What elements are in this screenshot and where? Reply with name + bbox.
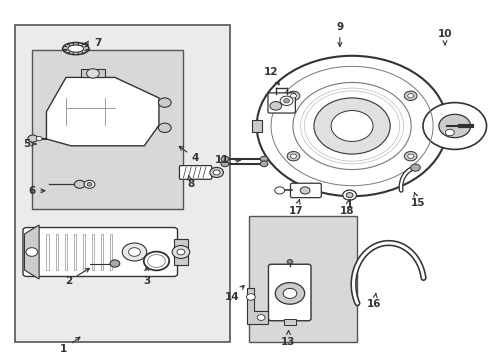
Circle shape bbox=[346, 193, 352, 198]
FancyBboxPatch shape bbox=[268, 264, 310, 321]
Circle shape bbox=[330, 111, 372, 141]
Circle shape bbox=[286, 260, 292, 264]
Circle shape bbox=[422, 103, 486, 149]
Circle shape bbox=[407, 94, 413, 98]
Circle shape bbox=[438, 114, 469, 138]
Circle shape bbox=[86, 69, 99, 78]
FancyBboxPatch shape bbox=[290, 183, 321, 198]
Polygon shape bbox=[24, 225, 39, 279]
Circle shape bbox=[290, 154, 296, 158]
Bar bbox=[101, 234, 103, 270]
Circle shape bbox=[257, 315, 264, 320]
Text: 17: 17 bbox=[288, 200, 303, 216]
Ellipse shape bbox=[62, 42, 89, 55]
Circle shape bbox=[221, 156, 228, 162]
FancyBboxPatch shape bbox=[23, 228, 177, 276]
Circle shape bbox=[286, 152, 299, 161]
Text: 4: 4 bbox=[179, 147, 199, 163]
FancyBboxPatch shape bbox=[179, 166, 211, 179]
Circle shape bbox=[342, 190, 356, 200]
Circle shape bbox=[283, 99, 289, 103]
Circle shape bbox=[74, 180, 85, 188]
Circle shape bbox=[300, 187, 309, 194]
Circle shape bbox=[404, 91, 416, 100]
Circle shape bbox=[26, 248, 38, 256]
Circle shape bbox=[269, 102, 281, 110]
Circle shape bbox=[286, 91, 299, 100]
Circle shape bbox=[283, 288, 296, 298]
Text: 18: 18 bbox=[339, 200, 354, 216]
Circle shape bbox=[84, 180, 95, 188]
Bar bbox=[251, 120, 261, 132]
Circle shape bbox=[404, 152, 416, 161]
Bar bbox=[74, 234, 76, 270]
Bar bbox=[46, 234, 49, 270]
Circle shape bbox=[221, 161, 228, 167]
Ellipse shape bbox=[68, 45, 83, 52]
Polygon shape bbox=[246, 288, 267, 324]
Circle shape bbox=[275, 283, 304, 304]
Text: 7: 7 bbox=[84, 38, 102, 48]
Text: 16: 16 bbox=[366, 293, 381, 309]
Text: 2: 2 bbox=[65, 269, 89, 286]
Circle shape bbox=[292, 82, 410, 170]
Circle shape bbox=[36, 136, 42, 141]
Text: 14: 14 bbox=[224, 285, 244, 302]
Bar bbox=[82, 234, 85, 270]
Text: 1: 1 bbox=[60, 337, 80, 354]
Circle shape bbox=[110, 260, 120, 267]
Bar bbox=[249, 216, 356, 342]
Bar bbox=[173, 239, 188, 265]
Text: 11: 11 bbox=[215, 155, 240, 165]
Circle shape bbox=[158, 123, 171, 132]
Text: 13: 13 bbox=[281, 330, 295, 347]
Circle shape bbox=[246, 294, 255, 300]
Bar bbox=[283, 319, 295, 325]
Circle shape bbox=[290, 94, 296, 98]
Polygon shape bbox=[46, 77, 159, 146]
FancyBboxPatch shape bbox=[267, 93, 295, 113]
Bar bbox=[56, 234, 58, 270]
Circle shape bbox=[209, 167, 223, 177]
Circle shape bbox=[280, 96, 292, 105]
Circle shape bbox=[122, 243, 146, 261]
Bar bbox=[32, 50, 183, 209]
Circle shape bbox=[213, 170, 220, 175]
Text: 5: 5 bbox=[23, 139, 36, 149]
Circle shape bbox=[128, 248, 140, 256]
Text: 15: 15 bbox=[410, 193, 425, 208]
Bar bbox=[64, 234, 67, 270]
Circle shape bbox=[260, 161, 267, 167]
Text: 9: 9 bbox=[336, 22, 343, 46]
Circle shape bbox=[410, 164, 420, 171]
Circle shape bbox=[28, 135, 38, 142]
Circle shape bbox=[445, 129, 453, 136]
Text: 10: 10 bbox=[437, 29, 451, 45]
Circle shape bbox=[87, 183, 92, 186]
Circle shape bbox=[274, 187, 284, 194]
Text: 6: 6 bbox=[28, 186, 45, 196]
Circle shape bbox=[260, 156, 267, 162]
Text: 12: 12 bbox=[264, 67, 279, 85]
Bar bbox=[81, 69, 105, 77]
Text: 8: 8 bbox=[187, 176, 194, 189]
Circle shape bbox=[407, 154, 413, 158]
Bar bbox=[92, 234, 94, 270]
Circle shape bbox=[313, 98, 389, 154]
Text: 3: 3 bbox=[143, 267, 150, 286]
Circle shape bbox=[158, 98, 171, 107]
Bar bbox=[15, 25, 229, 342]
Bar bbox=[110, 234, 112, 270]
Circle shape bbox=[177, 249, 184, 255]
Circle shape bbox=[256, 56, 447, 196]
Circle shape bbox=[172, 246, 189, 258]
